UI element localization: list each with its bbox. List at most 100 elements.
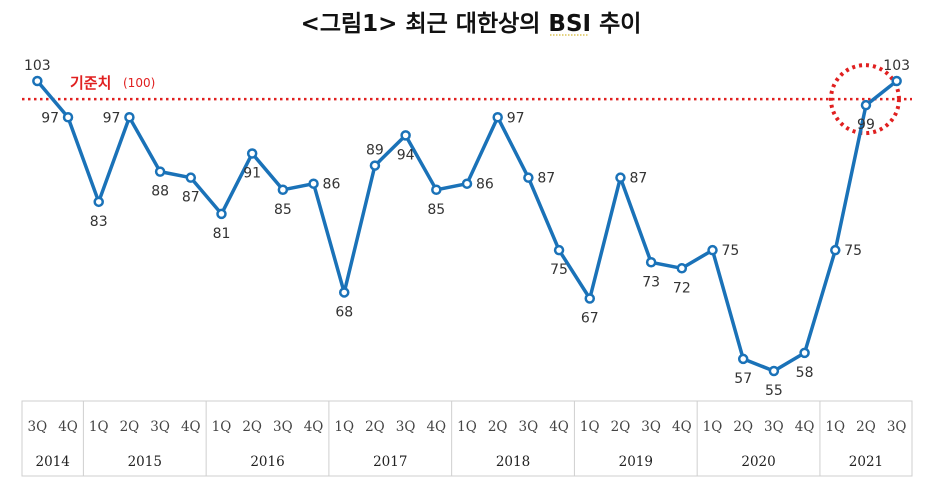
quarter-label: 3Q bbox=[641, 419, 661, 435]
quarter-label: 4Q bbox=[795, 419, 815, 435]
series-line bbox=[35, 79, 898, 373]
data-point bbox=[584, 293, 596, 304]
quarter-label: 3Q bbox=[396, 419, 416, 435]
data-label: 55 bbox=[765, 383, 783, 399]
data-point bbox=[830, 244, 841, 256]
year-label-2016: 2016 bbox=[250, 454, 284, 470]
data-point bbox=[676, 263, 688, 274]
quarter-label: 1Q bbox=[457, 419, 477, 435]
year-label-2014: 2014 bbox=[36, 454, 70, 470]
reference-line-label: 기준치 bbox=[70, 74, 111, 92]
quarter-label: 1Q bbox=[703, 419, 723, 435]
data-label: 97 bbox=[41, 110, 59, 126]
data-point bbox=[553, 244, 565, 256]
quarter-label: 2Q bbox=[488, 419, 508, 435]
quarter-label: 2Q bbox=[365, 419, 385, 435]
data-point bbox=[431, 184, 442, 195]
data-label: 72 bbox=[673, 280, 691, 296]
quarter-label: 4Q bbox=[549, 419, 569, 435]
data-label: 91 bbox=[243, 166, 261, 182]
quarter-label: 3Q bbox=[273, 419, 293, 435]
data-label: 86 bbox=[323, 177, 341, 193]
data-point bbox=[124, 112, 135, 123]
chart-title: <그림1> 최근 대한상의 BSI 추이 bbox=[300, 11, 642, 37]
data-point bbox=[645, 257, 657, 268]
quarter-label: 1Q bbox=[212, 419, 232, 435]
data-point bbox=[185, 172, 197, 183]
year-label-2015: 2015 bbox=[128, 454, 162, 470]
series-layer bbox=[32, 75, 902, 377]
data-label: 97 bbox=[507, 110, 525, 126]
data-label: 88 bbox=[151, 184, 169, 200]
data-label: 75 bbox=[844, 243, 862, 259]
quarter-label: 2Q bbox=[611, 419, 631, 435]
year-label-2017: 2017 bbox=[373, 454, 407, 470]
data-label: 87 bbox=[182, 190, 200, 206]
data-label: 97 bbox=[103, 110, 121, 126]
quarter-label: 1Q bbox=[580, 419, 600, 435]
data-label: 75 bbox=[550, 262, 568, 278]
data-point bbox=[277, 184, 289, 195]
data-label: 86 bbox=[476, 177, 494, 193]
data-point bbox=[737, 353, 749, 365]
data-label: 94 bbox=[397, 147, 415, 163]
data-point bbox=[860, 99, 872, 111]
quarter-label: 3Q bbox=[519, 419, 539, 435]
data-point bbox=[523, 172, 534, 183]
data-point bbox=[62, 112, 74, 123]
quarter-label: 2Q bbox=[120, 419, 140, 435]
data-label: 99 bbox=[857, 117, 875, 133]
year-label-2021: 2021 bbox=[849, 454, 883, 470]
data-point bbox=[461, 178, 473, 189]
year-label-2018: 2018 bbox=[496, 454, 530, 470]
quarter-label: 3Q bbox=[764, 419, 784, 435]
data-label: 67 bbox=[581, 311, 599, 327]
quarter-label: 4Q bbox=[58, 419, 78, 435]
reference-layer: 기준치 (100) bbox=[22, 63, 912, 136]
axis-table-border bbox=[21, 400, 913, 477]
data-point bbox=[338, 287, 350, 298]
data-label: 75 bbox=[722, 243, 740, 259]
quarter-label: 1Q bbox=[89, 419, 109, 435]
data-point bbox=[308, 178, 319, 189]
data-label: 103 bbox=[24, 58, 51, 74]
quarter-label: 3Q bbox=[28, 419, 48, 435]
quarter-label: 4Q bbox=[672, 419, 692, 435]
data-point bbox=[891, 75, 902, 87]
data-point bbox=[216, 208, 227, 220]
reference-line-value: (100) bbox=[123, 76, 155, 90]
data-point bbox=[246, 148, 258, 159]
data-label: 73 bbox=[642, 274, 660, 290]
data-label: 85 bbox=[427, 202, 445, 218]
data-label: 83 bbox=[90, 214, 108, 230]
quarter-label: 1Q bbox=[334, 419, 354, 435]
quarter-label: 3Q bbox=[887, 419, 907, 435]
data-label: 85 bbox=[274, 202, 292, 218]
data-point bbox=[768, 365, 780, 377]
quarter-label: 1Q bbox=[825, 419, 845, 435]
x-axis-table: 2014 2015 2016 2017 2018 2019 2020 2021 3Q 4Q 1Q 2Q… bbox=[21, 400, 913, 477]
data-point bbox=[154, 166, 166, 177]
quarter-label: 4Q bbox=[181, 419, 201, 435]
data-label: 58 bbox=[796, 365, 814, 381]
quarter-label: 4Q bbox=[304, 419, 324, 435]
data-point bbox=[369, 160, 381, 171]
data-label: 103 bbox=[883, 58, 910, 74]
data-point bbox=[400, 130, 411, 141]
data-label: 87 bbox=[629, 171, 647, 187]
data-point bbox=[93, 196, 104, 208]
quarter-label: 2Q bbox=[733, 419, 753, 435]
year-label-2019: 2019 bbox=[619, 454, 653, 470]
quarter-label: 2Q bbox=[856, 419, 876, 435]
data-label: 81 bbox=[213, 226, 231, 242]
year-label-2020: 2020 bbox=[741, 454, 775, 470]
data-point bbox=[32, 75, 43, 87]
data-label: 89 bbox=[366, 143, 384, 159]
quarter-label: 2Q bbox=[242, 419, 262, 435]
data-point bbox=[615, 172, 626, 183]
quarter-label: 3Q bbox=[150, 419, 170, 435]
data-label: 57 bbox=[734, 371, 752, 387]
data-label: 68 bbox=[335, 304, 353, 320]
highlight-circle bbox=[828, 63, 901, 136]
